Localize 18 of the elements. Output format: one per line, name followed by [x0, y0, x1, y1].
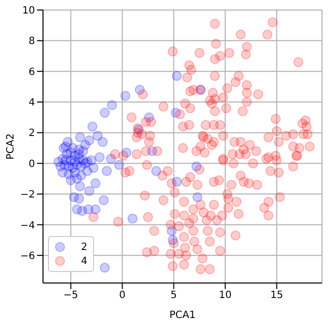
x-tick-label: −5 — [63, 290, 78, 302]
x-tick-label: 5 — [170, 290, 177, 302]
legend-label: 2 — [81, 242, 88, 252]
x-axis-title: PCA1 — [169, 310, 196, 320]
y-tick-label: 6 — [28, 66, 35, 78]
y-tick-label: 4 — [28, 98, 35, 109]
y-tick-label: −6 — [20, 250, 35, 262]
y-tick-label: −4 — [20, 220, 35, 232]
x-tick-label: 10 — [218, 290, 232, 302]
y-tick-label: 8 — [28, 36, 35, 48]
y-tick-label: 10 — [22, 6, 35, 17]
y-tick-label: −2 — [20, 190, 35, 201]
x-tick-label: 0 — [119, 290, 126, 302]
legend-label: 4 — [81, 256, 88, 266]
y-tick-label: 2 — [28, 128, 35, 140]
y-tick-label: 0 — [28, 158, 35, 170]
y-axis-title: PCA2 — [6, 133, 17, 160]
x-tick-label: 15 — [270, 290, 284, 302]
